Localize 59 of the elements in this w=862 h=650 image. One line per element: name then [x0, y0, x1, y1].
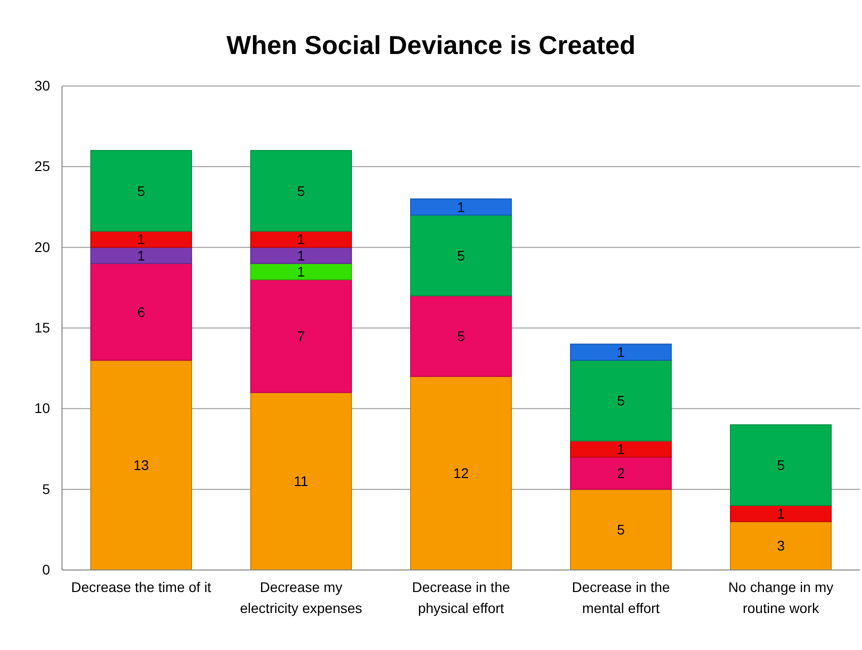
y-tick-label: 10 — [34, 400, 50, 416]
bar — [90, 246, 192, 264]
data-label: 13 — [133, 457, 150, 474]
data-label: 5 — [297, 182, 306, 199]
y-tick-label: 15 — [34, 319, 50, 336]
bar — [90, 262, 192, 361]
bar — [570, 360, 672, 442]
data-label: 3 — [776, 538, 785, 554]
data-label: 1 — [137, 231, 146, 248]
data-label: 5 — [776, 457, 785, 474]
bar — [250, 262, 352, 280]
data-label: 1 — [776, 505, 785, 522]
bar — [250, 392, 352, 570]
data-label: 5 — [457, 328, 466, 344]
y-tick-label: 25 — [34, 158, 50, 174]
y-tick-label: 30 — [34, 77, 50, 94]
bar — [410, 295, 512, 377]
data-label: 5 — [137, 182, 146, 199]
y-tick-label: 5 — [42, 480, 50, 497]
data-label: 1 — [297, 247, 306, 264]
bar — [90, 230, 192, 248]
data-label: 2 — [617, 465, 626, 482]
data-label: 1 — [617, 440, 626, 457]
data-label: 1 — [297, 263, 306, 280]
y-tick-label: 0 — [42, 561, 50, 578]
data-label: 5 — [457, 247, 466, 264]
bar — [570, 344, 672, 361]
data-label: 12 — [453, 465, 469, 482]
data-label: 1 — [457, 198, 466, 215]
x-tick-label: No change in my routine work — [728, 579, 834, 616]
x-tick-label: Decrease in the physical effort — [412, 579, 510, 616]
bar — [250, 150, 352, 232]
x-tick-label: Decrease in the mental effort — [572, 579, 670, 616]
y-tick-label: 20 — [34, 238, 50, 255]
bar — [570, 488, 672, 570]
bar — [730, 504, 832, 522]
data-label: 5 — [617, 522, 626, 538]
bar — [410, 376, 512, 570]
bar — [410, 214, 512, 296]
x-tick-label: Decrease my electricity expenses — [240, 579, 362, 616]
bar — [90, 150, 192, 232]
data-label: 6 — [137, 304, 146, 320]
bar — [570, 456, 672, 490]
bar — [250, 246, 352, 264]
data-label: 11 — [294, 473, 309, 490]
bar — [90, 360, 192, 570]
data-label: 1 — [137, 247, 146, 264]
bar — [730, 424, 832, 506]
data-label: 7 — [297, 328, 306, 344]
bar — [730, 521, 832, 570]
bar — [250, 279, 352, 394]
data-label: 5 — [617, 392, 626, 408]
bar — [410, 198, 512, 216]
data-label: 1 — [297, 231, 306, 248]
bar — [250, 230, 352, 248]
data-label: 1 — [617, 344, 626, 360]
bar — [570, 440, 672, 458]
chart-title: When Social Deviance is Created — [226, 30, 636, 60]
x-tick-label: Decrease the time of it — [71, 579, 212, 595]
